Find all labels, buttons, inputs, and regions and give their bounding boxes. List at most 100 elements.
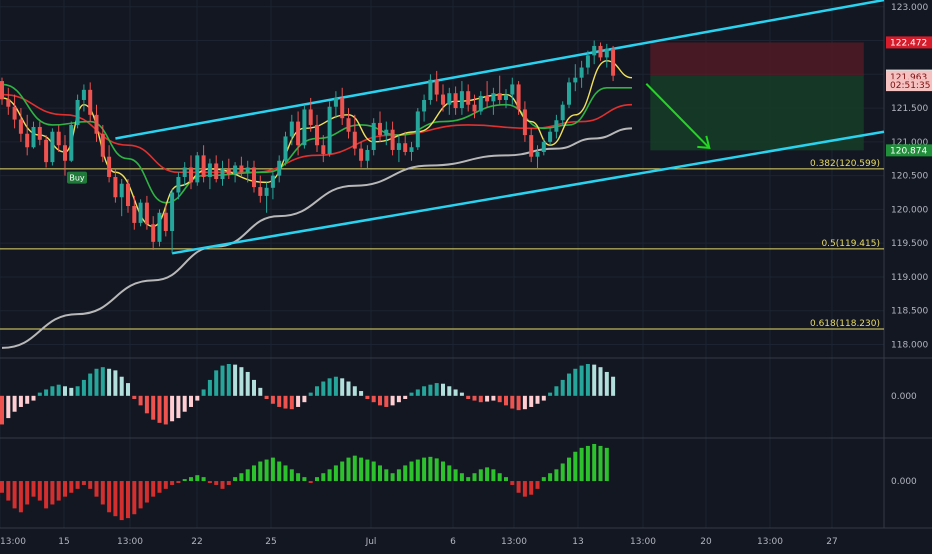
- candle: [214, 155, 219, 183]
- volume-osc-bar: [384, 469, 389, 482]
- oscillator-bar: [485, 395, 490, 402]
- oscillator-bar: [585, 364, 590, 396]
- volume-osc-bar: [119, 481, 124, 521]
- oscillator-bar: [516, 395, 521, 411]
- candle: [333, 91, 338, 119]
- candle: [422, 94, 427, 122]
- candle: [63, 135, 67, 176]
- candle: [579, 60, 584, 88]
- oscillator-bar: [365, 395, 370, 399]
- oscillator-bar: [214, 370, 219, 396]
- volume-osc-bar: [592, 443, 597, 482]
- oscillator-bar: [453, 389, 458, 396]
- volume-osc-bar: [491, 469, 496, 482]
- candle-body: [277, 160, 282, 176]
- candle: [189, 155, 193, 190]
- candle: [69, 121, 74, 163]
- candle-body: [264, 187, 269, 196]
- time-tick-label: 27: [826, 537, 837, 547]
- volume-osc-bar: [346, 457, 351, 482]
- volume-osc-bar: [390, 473, 395, 482]
- candle: [428, 74, 433, 105]
- candle-body: [447, 93, 452, 105]
- candle: [611, 45, 616, 82]
- volume-osc-bar: [573, 451, 578, 482]
- candle: [453, 86, 458, 115]
- time-tick-label: 15: [58, 537, 69, 547]
- time-tick-label: 13:00: [117, 537, 143, 547]
- candle-body: [252, 167, 256, 188]
- price-label-text: 02:51:35: [890, 81, 930, 91]
- candle-body: [453, 93, 458, 109]
- candle-body: [69, 124, 74, 161]
- oscillator-bar: [144, 395, 149, 414]
- volume-osc-bar: [163, 481, 168, 489]
- oscillator-bar: [18, 395, 23, 407]
- candle: [604, 43, 609, 68]
- volume-osc-bar: [308, 481, 313, 483]
- volume-osc-bar: [453, 469, 458, 482]
- candle-body: [270, 175, 275, 188]
- oscillator-bar: [567, 373, 571, 396]
- volume-osc-bar: [151, 481, 156, 497]
- oscillator-bar: [459, 392, 464, 396]
- fib-label: 0.618(118.230): [810, 319, 880, 329]
- volume-osc-bar: [182, 479, 187, 482]
- volume-osc-bar: [6, 481, 11, 501]
- volume-osc-bar: [415, 459, 420, 482]
- volume-osc-bar: [447, 465, 452, 482]
- oscillator-bar: [270, 395, 275, 404]
- volume-osc-bar: [585, 445, 590, 482]
- oscillator-bar: [126, 383, 130, 396]
- candle: [384, 121, 389, 146]
- candle: [598, 42, 603, 61]
- candle: [296, 111, 301, 156]
- candle-body: [302, 109, 307, 146]
- candle-body: [132, 206, 137, 223]
- candle: [100, 124, 105, 163]
- oscillator-bar: [119, 376, 124, 396]
- candle: [567, 77, 571, 109]
- signals: Buy: [67, 171, 87, 184]
- oscillator-bar: [31, 395, 36, 401]
- volume-osc-bar: [422, 457, 427, 482]
- candle-body: [201, 155, 206, 177]
- volume-osc-bar: [113, 481, 118, 517]
- price-label-text: 120.874: [890, 146, 927, 156]
- volume-osc-bar: [201, 477, 206, 482]
- volume-osc-bar: [560, 463, 565, 482]
- price-tick-label: 120.000: [891, 205, 928, 215]
- volume-osc-bar: [472, 473, 477, 482]
- candle: [119, 179, 124, 217]
- candle-body: [321, 145, 326, 155]
- oscillator-bar: [94, 368, 99, 396]
- candle-body: [50, 131, 55, 163]
- channel-upper-line: [115, 0, 885, 140]
- oscillator-bar: [308, 392, 313, 396]
- candle: [327, 101, 332, 157]
- oscillator-bar: [541, 395, 546, 401]
- oscillator-bar: [113, 370, 118, 396]
- candle-body: [403, 143, 408, 152]
- candle: [50, 128, 55, 166]
- candle: [365, 145, 370, 169]
- oscillator-bar: [548, 392, 553, 396]
- candle: [252, 160, 256, 193]
- price-label-box: [886, 36, 932, 49]
- candle-body: [516, 84, 521, 110]
- oscillator-bar: [359, 391, 364, 396]
- candle: [529, 128, 534, 163]
- candle-body: [548, 131, 553, 142]
- oscillator-bar: [69, 387, 74, 396]
- oscillator-bar: [296, 395, 301, 407]
- candle-body: [396, 143, 401, 150]
- price-tick-label: 119.500: [891, 239, 928, 249]
- price-tick-label: 120.500: [891, 172, 928, 182]
- volume-osc-bar: [321, 473, 326, 482]
- candle: [94, 104, 99, 142]
- oscillator-bar: [138, 395, 143, 406]
- candle: [264, 182, 269, 213]
